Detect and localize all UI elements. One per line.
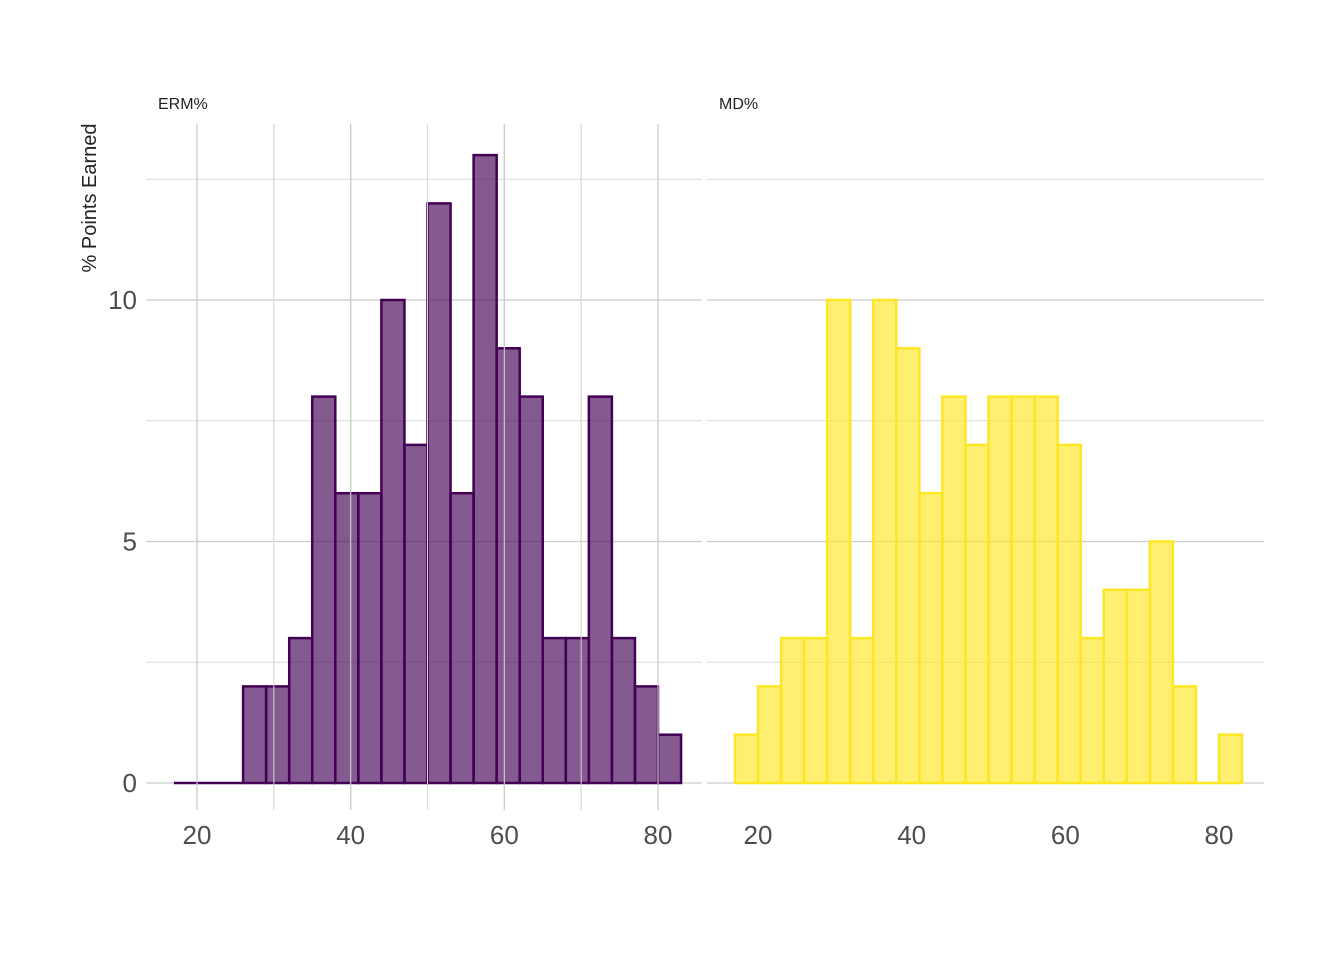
histogram-bar <box>1125 588 1152 785</box>
histogram-bar <box>264 685 291 785</box>
histogram-bar <box>1217 733 1244 785</box>
histogram-bar <box>733 733 760 785</box>
x-tick-label: 80 <box>644 820 673 850</box>
histogram-bar <box>357 491 383 785</box>
histogram-bar <box>1056 443 1082 785</box>
histogram-bar <box>941 395 967 785</box>
histogram-bar <box>918 491 944 785</box>
histogram-bar <box>495 347 521 785</box>
histogram-bar <box>287 636 314 785</box>
x-tick-label: 40 <box>336 820 365 850</box>
histogram-bar <box>825 298 852 785</box>
histogram-bar <box>449 491 475 785</box>
histogram-bar <box>656 733 683 785</box>
histogram-bar <box>756 685 783 785</box>
histogram-bar <box>403 443 429 785</box>
histogram-bar <box>564 636 591 785</box>
histogram-bar <box>518 395 545 785</box>
histogram-bar <box>1102 588 1129 785</box>
x-tick-label: 40 <box>897 820 926 850</box>
histogram-bar <box>848 636 875 785</box>
histogram-bar <box>587 395 614 785</box>
histogram-bar <box>426 202 452 785</box>
x-tick-label: 20 <box>744 820 773 850</box>
histogram-bar <box>987 395 1013 785</box>
histogram-bar <box>1171 685 1198 785</box>
histogram-bar <box>872 298 898 785</box>
x-tick-label: 20 <box>183 820 212 850</box>
histogram-bar <box>334 491 360 785</box>
histogram-bar <box>1079 636 1105 785</box>
histogram-bar <box>380 298 406 785</box>
y-tick-label: 0 <box>123 768 137 798</box>
histogram-bar <box>964 443 990 785</box>
histogram-bar <box>472 153 498 785</box>
x-tick-label: 60 <box>1051 820 1080 850</box>
histogram-bar <box>633 685 660 785</box>
histogram-bar <box>802 636 829 785</box>
y-tick-label: 5 <box>123 527 137 557</box>
histogram-bar <box>610 636 637 785</box>
facet-strip-title: MD% <box>719 96 758 113</box>
y-axis-title: % Points Earned <box>79 124 101 273</box>
histogram-bar <box>1010 395 1036 785</box>
histogram-bar <box>1033 395 1059 785</box>
histogram-bar <box>1148 540 1175 785</box>
histogram-bar <box>241 685 268 785</box>
x-tick-label: 80 <box>1205 820 1234 850</box>
histogram-bar <box>895 347 921 785</box>
x-tick-label: 60 <box>490 820 519 850</box>
y-tick-label: 10 <box>108 285 137 315</box>
facet-strip-title: ERM% <box>158 96 208 113</box>
histogram-bar <box>541 636 568 785</box>
histogram-bar <box>779 636 806 785</box>
histogram-bar <box>311 395 337 785</box>
